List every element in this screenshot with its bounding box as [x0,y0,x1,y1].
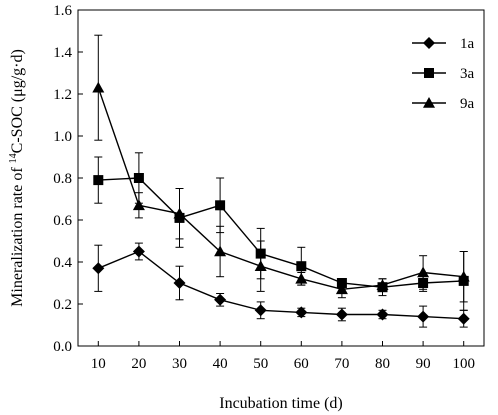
data-point [214,245,227,257]
x-tick-label: 10 [91,356,106,372]
data-point [173,277,186,289]
legend-marker [423,37,435,49]
x-tick-label: 100 [452,356,475,372]
data-point [295,306,308,319]
data-point [92,81,105,93]
series-3a [93,152,469,311]
data-point [132,199,145,211]
y-tick-label: 1.2 [53,87,72,103]
x-tick-label: 50 [253,356,268,372]
y-tick-label: 0.6 [53,213,72,229]
data-point [457,270,470,282]
data-point [417,310,430,323]
data-point [335,308,348,321]
data-point [457,312,470,325]
x-tick-label: 70 [334,356,349,372]
data-point [133,173,144,183]
legend-item-3a: 3a [412,66,475,82]
series-1a [92,242,470,328]
series-line [97,87,464,291]
y-axis-title: Mineralization rate of 14C-SOC (μg/g·d) [8,49,26,307]
legend-label: 3a [460,66,475,82]
x-tick-label: 40 [213,356,228,372]
y-tick-label: 0.2 [53,297,72,313]
legend-item-1a: 1a [412,36,475,52]
data-point [254,260,267,271]
x-tick-label: 80 [375,356,390,372]
data-point [296,261,307,272]
legend-marker [424,68,434,78]
x-axis-title: Incubation time (d) [219,395,343,412]
data-point [132,245,145,258]
x-tick-label: 20 [131,356,146,372]
data-point [295,272,308,284]
plot-area: 0.0 0.2 0.4 0.6 0.8 1.0 1.2 1.4 1.6 10 20 30 40 50 60 7… [53,3,485,372]
series-9a [92,34,470,303]
data-point [376,308,389,321]
y-tick-label: 1.0 [53,129,72,145]
svg-text:Mineralization rate of 14C-SOC: Mineralization rate of 14C-SOC (μg/g·d) [8,49,26,307]
data-point [93,175,104,186]
y-axis-title-sup: 14 [8,153,19,163]
data-point [215,200,226,211]
legend-marker [423,97,435,108]
y-tick-label: 1.4 [53,45,72,61]
y-axis-title-main: Mineralization rate of [9,163,26,307]
x-tick-label: 30 [172,356,187,372]
x-tick-label: 60 [294,356,309,372]
y-axis-title-rest: C-SOC (μg/g·d) [9,49,26,153]
data-point [254,304,267,317]
x-tick-label: 90 [416,356,431,372]
data-point [376,279,389,290]
legend-label: 1a [460,36,475,52]
y-tick-label: 0.4 [53,255,72,271]
series-line [98,177,464,288]
data-point [173,207,186,219]
y-tick-label: 1.6 [53,3,72,19]
series-line [98,250,464,320]
data-point [417,266,430,278]
y-tick-label: 0.0 [53,339,72,355]
legend-label: 9a [460,96,475,112]
y-tick-label: 0.8 [53,171,72,187]
data-point [92,262,105,275]
data-point [335,283,348,295]
data-point [214,293,227,306]
legend-item-9a: 9a [412,96,475,112]
